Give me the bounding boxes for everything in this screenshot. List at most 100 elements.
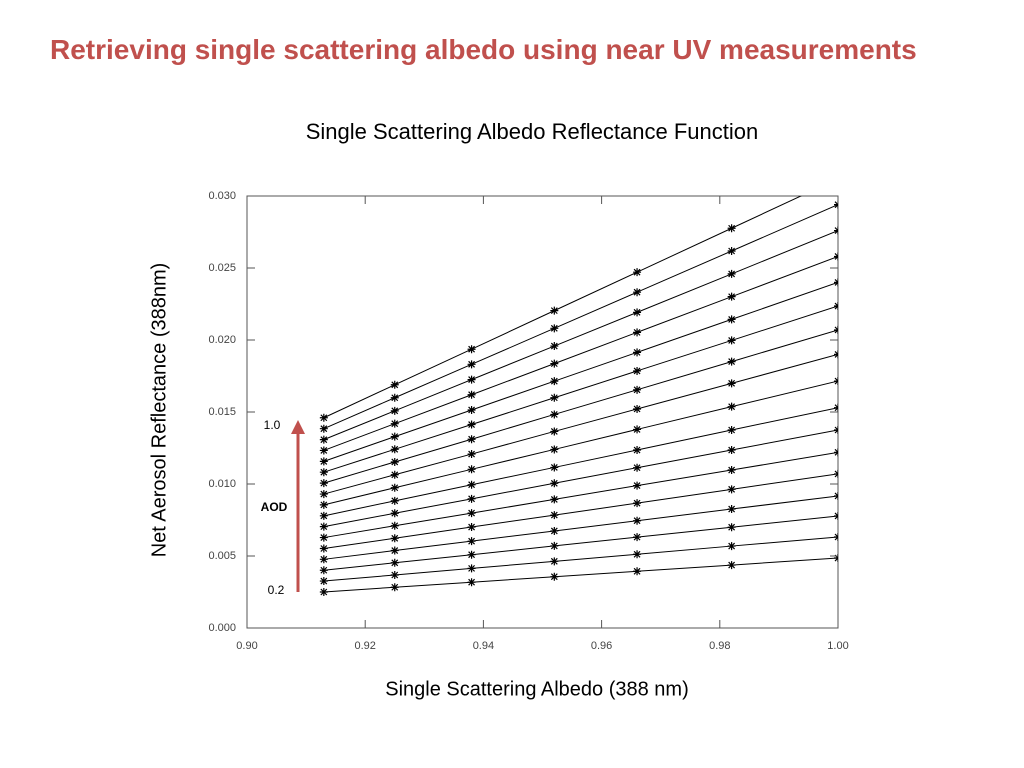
data-point (727, 336, 736, 345)
data-point (633, 348, 642, 357)
data-point (727, 269, 736, 278)
data-point (390, 558, 399, 567)
data-point (633, 268, 642, 277)
data-point (319, 479, 328, 488)
data-point (550, 324, 559, 333)
data-point (834, 532, 838, 541)
data-point (319, 490, 328, 499)
data-point (390, 470, 399, 479)
data-point (633, 404, 642, 413)
data-point (550, 445, 559, 454)
data-point (467, 465, 476, 474)
y-tick-label: 0.010 (208, 478, 236, 490)
data-point (834, 554, 838, 563)
x-axis-label: Single Scattering Albedo (388 nm) (385, 678, 689, 700)
y-tick-label: 0.025 (208, 262, 236, 274)
data-point (834, 448, 838, 457)
data-point (319, 435, 328, 444)
series-line (323, 536, 838, 582)
data-point (319, 588, 328, 596)
data-point (467, 375, 476, 384)
data-point (633, 385, 642, 394)
series-line (323, 429, 838, 528)
data-point (467, 435, 476, 444)
data-point (550, 377, 559, 386)
data-point (467, 537, 476, 546)
series-line (323, 256, 838, 451)
y-tick-label: 0.015 (208, 406, 236, 418)
data-point (319, 424, 328, 433)
data-point (390, 583, 399, 592)
data-point (834, 325, 838, 334)
chart-title: Single Scattering Albedo Reflectance Fun… (306, 119, 759, 144)
data-point (319, 555, 328, 564)
series-line (323, 196, 803, 419)
data-point (550, 495, 559, 504)
data-point (727, 357, 736, 366)
data-point (727, 446, 736, 455)
data-point (390, 571, 399, 580)
y-axis-label: Net Aerosol Reflectance (388nm) (148, 263, 170, 558)
data-point (467, 345, 476, 354)
data-point (319, 468, 328, 477)
data-point (390, 419, 399, 428)
x-tick-label: 0.96 (591, 640, 612, 652)
data-point (319, 577, 328, 586)
data-point (550, 393, 559, 402)
x-tick-label: 1.00 (827, 640, 848, 652)
data-point (319, 500, 328, 509)
data-point (633, 481, 642, 490)
data-point (390, 521, 399, 530)
y-tick-label: 0.000 (208, 622, 236, 634)
data-point (834, 226, 838, 235)
data-point (633, 366, 642, 375)
aod-annotation: 1.0 AOD 0.2 (261, 418, 305, 597)
data-point (390, 496, 399, 505)
aod-low-label: 0.2 (268, 583, 285, 597)
data-point (727, 224, 736, 233)
data-point (727, 485, 736, 494)
series-line (323, 329, 838, 484)
plot-area (319, 196, 838, 596)
data-point (633, 288, 642, 297)
data-point (467, 360, 476, 369)
data-point (390, 393, 399, 402)
data-point (390, 445, 399, 454)
data-point (550, 572, 559, 581)
data-point (467, 405, 476, 414)
data-point (467, 494, 476, 503)
data-point (834, 403, 838, 412)
data-point (727, 379, 736, 388)
data-point (467, 450, 476, 459)
data-point (550, 359, 559, 368)
data-point (550, 541, 559, 550)
data-point (550, 511, 559, 520)
data-point (467, 564, 476, 573)
data-point (390, 483, 399, 492)
data-point (727, 426, 736, 434)
data-point (834, 302, 838, 311)
data-point (319, 413, 328, 422)
data-point (550, 427, 559, 436)
data-point (834, 377, 838, 386)
data-point (319, 511, 328, 520)
data-point (319, 566, 328, 575)
series-line (323, 305, 838, 473)
aod-label: AOD (261, 500, 288, 514)
data-point (319, 457, 328, 466)
series-line (323, 473, 838, 550)
x-tick-label: 0.94 (473, 640, 494, 652)
data-point (834, 252, 838, 261)
data-point (727, 561, 736, 570)
x-tick-label: 0.92 (354, 640, 375, 652)
data-point (834, 426, 838, 434)
data-point (467, 578, 476, 587)
data-point (727, 505, 736, 514)
data-point (633, 533, 642, 542)
data-point (727, 315, 736, 324)
y-tick-label: 0.005 (208, 550, 236, 562)
slide-title: Retrieving single scattering albedo usin… (50, 34, 917, 65)
series-line (323, 495, 838, 560)
data-point (390, 406, 399, 415)
